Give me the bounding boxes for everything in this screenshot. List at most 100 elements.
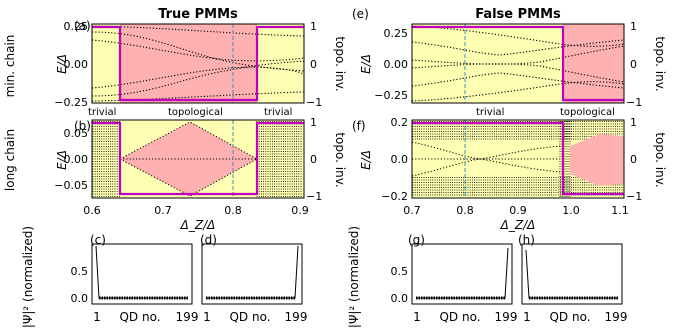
axes-frame xyxy=(411,243,513,305)
spectrum-lines xyxy=(119,121,258,197)
xtick: 199 xyxy=(605,310,628,324)
right-tick: −1 xyxy=(626,190,642,203)
x-label-qd: QD no. xyxy=(119,310,160,324)
y-label-energy: E/Δ xyxy=(55,54,69,74)
x-label-qd: QD no. xyxy=(439,310,480,324)
panel-letter-a: (a) xyxy=(74,19,91,33)
xtick: 1 xyxy=(413,310,421,324)
region-label-topological: topological xyxy=(560,107,615,118)
panel-letter-b: (b) xyxy=(74,119,91,133)
axes-frame xyxy=(201,243,303,305)
axes-frame xyxy=(411,23,625,104)
y-label-psi: |Ψ|² (normalized) xyxy=(21,226,35,328)
right-tick: −1 xyxy=(626,96,642,109)
panel-e: (e) E/Δ 0.25 0.00 −0.25 1 0 −1 topo. inv… xyxy=(352,7,667,118)
axes-frame xyxy=(91,119,305,199)
panel-letter-g: (g) xyxy=(408,233,425,247)
xtick: 199 xyxy=(495,310,518,324)
panel-letter-h: (h) xyxy=(518,233,535,247)
panel-b: (b) E/Δ 0.05 0.00 −0.05 1 0 −1 topo. inv… xyxy=(54,116,347,232)
panel-letter-f: (f) xyxy=(352,119,366,133)
spectrum-lines xyxy=(412,141,561,177)
right-label-topo: topo. inv. xyxy=(653,132,667,187)
right-tick: 1 xyxy=(310,116,317,129)
xtick: 199 xyxy=(285,310,308,324)
xtick: 0.8 xyxy=(456,204,474,217)
xtick: 0.6 xyxy=(83,204,101,217)
y-label-psi: |Ψ|² (normalized) xyxy=(347,226,361,328)
spectrum-lines xyxy=(412,25,624,102)
panel-letter-e: (e) xyxy=(352,7,369,21)
right-tick: 1 xyxy=(630,116,637,129)
right-tick: 1 xyxy=(310,20,317,33)
region-label-trivial: trivial xyxy=(88,107,116,118)
panel-letter-c: (c) xyxy=(90,233,106,247)
spectrum-lines xyxy=(92,25,304,102)
panel-letter-d: (d) xyxy=(200,233,217,247)
topological-region xyxy=(563,24,624,103)
topological-gap xyxy=(120,122,257,196)
ytick: −0.25 xyxy=(54,96,88,109)
x-label: Δ_Z/Δ xyxy=(180,218,216,232)
xtick: 1.0 xyxy=(562,204,580,217)
ytick: 0.05 xyxy=(64,127,89,140)
topological-gap xyxy=(570,134,624,186)
panel-g: (g) 0.5 0.0 |Ψ|² (normalized) 1 QD no. 1… xyxy=(347,226,517,328)
right-tick: 0 xyxy=(310,58,317,71)
xtick: 1 xyxy=(203,310,211,324)
xtick: 1.1 xyxy=(611,204,629,217)
topo-invariant-line xyxy=(412,25,624,102)
ytick: −0.2 xyxy=(381,190,408,203)
xtick: 199 xyxy=(176,310,199,324)
x-label: Δ_Z/Δ xyxy=(500,218,536,232)
ytick: 0.0 xyxy=(391,292,409,305)
region-label-trivial: trivial xyxy=(264,107,292,118)
xtick: 0.7 xyxy=(403,204,421,217)
xtick: 0.9 xyxy=(291,204,309,217)
y-label-energy: E/Δ xyxy=(359,150,373,170)
right-tick: 0 xyxy=(630,58,637,71)
right-label-topo: topo. inv. xyxy=(333,36,347,91)
region-label-topological: topological xyxy=(168,107,223,118)
y-label-energy: E/Δ xyxy=(55,150,69,170)
x-label-qd: QD no. xyxy=(229,310,270,324)
title-true-pmms: True PMMs xyxy=(158,7,238,22)
ytick: −0.05 xyxy=(54,179,88,192)
ytick: 0.00 xyxy=(64,58,89,71)
ytick: 0.5 xyxy=(71,265,89,278)
ytick: 0.0 xyxy=(391,153,409,166)
region-label-trivial: trivial xyxy=(476,107,504,118)
xtick: 1 xyxy=(523,310,531,324)
ytick: 0.25 xyxy=(64,20,89,33)
right-tick: 0 xyxy=(630,153,637,166)
row-label-long-chain: long chain xyxy=(3,129,17,191)
panel-d: (d) 1 QD no. 199 xyxy=(200,233,307,324)
right-tick: −1 xyxy=(306,96,322,109)
y-label-energy: E/Δ xyxy=(359,54,373,74)
ytick: 0.0 xyxy=(71,292,89,305)
panel-c: (c) 0.5 0.0 |Ψ|² (normalized) 1 QD no. 1… xyxy=(21,226,198,328)
xtick: 1 xyxy=(93,310,101,324)
right-tick: 1 xyxy=(630,20,637,33)
xtick: 0.8 xyxy=(224,204,242,217)
topo-invariant-line xyxy=(412,121,624,196)
xtick: 0.7 xyxy=(154,204,172,217)
title-false-pmms: False PMMs xyxy=(475,7,561,22)
ytick: 0.00 xyxy=(384,58,409,71)
axes-frame xyxy=(91,243,193,305)
x-label-qd: QD no. xyxy=(549,310,590,324)
ytick: 0.00 xyxy=(64,153,89,166)
panel-f: (f) E/Δ 0.2 0.0 −0.2 1 0 −1 topo. inv. 0… xyxy=(352,116,667,232)
xtick: 0.9 xyxy=(509,204,527,217)
axes-frame xyxy=(521,243,623,305)
ytick: −0.25 xyxy=(374,89,408,102)
right-label-topo: topo. inv. xyxy=(333,132,347,187)
right-tick: 0 xyxy=(310,153,317,166)
topo-invariant-line xyxy=(92,121,304,196)
right-tick: −1 xyxy=(306,190,322,203)
ytick: 0.5 xyxy=(391,265,409,278)
ytick: 0.25 xyxy=(384,27,409,40)
right-label-topo: topo. inv. xyxy=(653,36,667,91)
topological-region xyxy=(120,24,257,103)
